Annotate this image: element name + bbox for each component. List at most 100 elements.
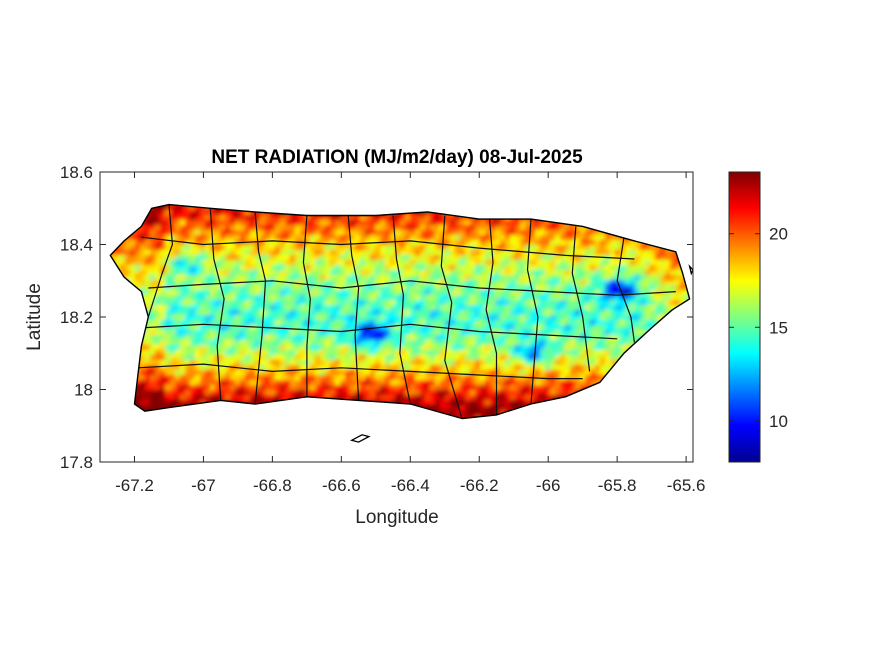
- field-cell: [560, 235, 566, 241]
- field-cell: [450, 265, 456, 271]
- field-cell: [165, 260, 171, 266]
- field-cell: [160, 205, 166, 211]
- field-cell: [425, 305, 431, 311]
- field-cell: [150, 375, 156, 381]
- field-cell: [530, 350, 536, 356]
- field-cell: [425, 365, 431, 371]
- field-cell: [425, 295, 431, 301]
- field-cell: [480, 405, 486, 411]
- field-cell: [585, 310, 591, 316]
- field-cell: [290, 390, 296, 396]
- field-cell: [375, 265, 381, 271]
- field-cell: [165, 335, 171, 341]
- field-cell: [445, 400, 451, 406]
- field-cell: [530, 260, 536, 266]
- field-cell: [585, 365, 591, 371]
- field-cell: [290, 230, 296, 236]
- field-cell: [315, 250, 321, 256]
- field-cell: [475, 235, 481, 241]
- field-cell: [150, 400, 156, 406]
- field-cell: [510, 230, 516, 236]
- field-cell: [135, 395, 141, 401]
- field-cell: [480, 260, 486, 266]
- field-cell: [340, 230, 346, 236]
- field-cell: [505, 300, 511, 306]
- field-cell: [655, 265, 661, 271]
- field-cell: [255, 305, 261, 311]
- field-cell: [245, 325, 251, 331]
- field-cell: [555, 260, 561, 266]
- field-cell: [185, 340, 191, 346]
- field-cell: [520, 265, 526, 271]
- field-cell: [245, 295, 251, 301]
- field-cell: [290, 350, 296, 356]
- field-cell: [510, 350, 516, 356]
- field-cell: [305, 295, 311, 301]
- field-cell: [285, 300, 291, 306]
- field-cell: [195, 280, 201, 286]
- field-cell: [305, 230, 311, 236]
- field-cell: [155, 395, 161, 401]
- field-cell: [335, 245, 341, 251]
- field-cell: [270, 245, 276, 251]
- field-cell: [495, 320, 501, 326]
- field-cell: [140, 235, 146, 241]
- field-cell: [195, 355, 201, 361]
- field-cell: [540, 230, 546, 236]
- field-cell: [330, 280, 336, 286]
- field-cell: [245, 240, 251, 246]
- field-cell: [130, 260, 136, 266]
- field-cell: [400, 245, 406, 251]
- field-cell: [205, 345, 211, 351]
- field-cell: [315, 370, 321, 376]
- field-cell: [265, 365, 271, 371]
- field-cell: [230, 230, 236, 236]
- field-cell: [615, 285, 621, 291]
- field-cell: [520, 220, 526, 226]
- field-cell: [180, 280, 186, 286]
- field-cell: [160, 245, 166, 251]
- field-cell: [385, 235, 391, 241]
- field-cell: [170, 205, 176, 211]
- field-cell: [570, 270, 576, 276]
- field-cell: [420, 225, 426, 231]
- field-cell: [165, 220, 171, 226]
- field-cell: [210, 265, 216, 271]
- field-cell: [300, 255, 306, 261]
- field-cell: [350, 280, 356, 286]
- field-cell: [490, 280, 496, 286]
- field-cell: [210, 295, 216, 301]
- field-cell: [220, 370, 226, 376]
- field-cell: [385, 365, 391, 371]
- field-cell: [440, 250, 446, 256]
- field-cell: [190, 245, 196, 251]
- field-cell: [510, 250, 516, 256]
- field-cell: [475, 240, 481, 246]
- field-cell: [435, 380, 441, 386]
- field-cell: [350, 300, 356, 306]
- field-cell: [450, 380, 456, 386]
- field-cell: [405, 360, 411, 366]
- field-cell: [200, 220, 206, 226]
- field-cell: [440, 385, 446, 391]
- field-cell: [380, 345, 386, 351]
- field-cell: [145, 335, 151, 341]
- field-cell: [455, 365, 461, 371]
- field-cell: [285, 235, 291, 241]
- field-cell: [570, 365, 576, 371]
- field-cell: [480, 410, 486, 416]
- field-cell: [425, 350, 431, 356]
- field-cell: [510, 320, 516, 326]
- field-cell: [295, 225, 301, 231]
- field-cell: [475, 385, 481, 391]
- field-cell: [385, 320, 391, 326]
- field-cell: [580, 250, 586, 256]
- field-cell: [145, 380, 151, 386]
- field-cell: [495, 295, 501, 301]
- field-cell: [460, 380, 466, 386]
- field-cell: [260, 385, 266, 391]
- field-cell: [430, 400, 436, 406]
- field-cell: [500, 345, 506, 351]
- field-cell: [640, 245, 646, 251]
- field-cell: [350, 250, 356, 256]
